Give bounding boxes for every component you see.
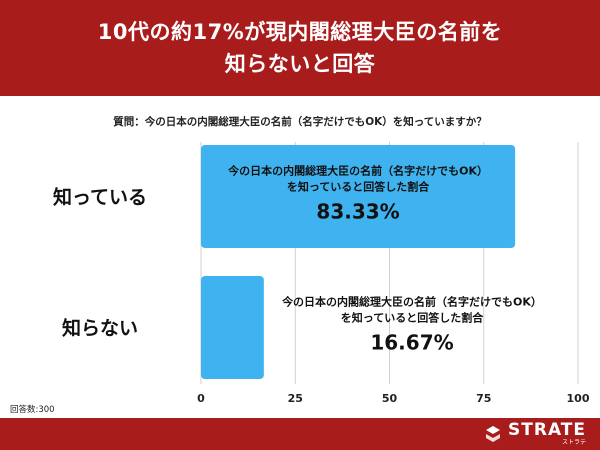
annotation-line: を知っていると回答した割合 [287, 180, 430, 194]
annotation-line: 今の日本の内閣総理大臣の名前（名字だけでもOK） [281, 295, 542, 309]
x-tick-label: 25 [288, 392, 303, 405]
strate-logo-icon [486, 426, 501, 442]
brand-subtitle: ストラテ [561, 439, 586, 446]
bar [201, 145, 516, 248]
x-tick-label: 75 [476, 392, 491, 405]
annotation-line: を知っていると回答した割合 [341, 311, 484, 325]
bar-chart: 0 25 50 75 100知っている今の日本の内閣総理大臣の名前（名字だけでもOK）を… [53, 142, 590, 405]
respondent-count: 回答数:300 [10, 405, 55, 415]
title-banner: 10代の約17%が現内閣総理大臣の名前を 知らないと回答 [0, 0, 600, 96]
x-tick-label: 100 [567, 392, 590, 405]
annotation-line: 今の日本の内閣総理大臣の名前（名字だけでもOK） [227, 164, 488, 178]
x-tick-label: 50 [382, 392, 398, 405]
category-label: 知っている [53, 186, 147, 209]
title-line-2: 知らないと回答 [224, 52, 376, 76]
strate-logo: STRATE ストラテ [483, 421, 586, 447]
value-label: 16.67% [370, 331, 453, 355]
title-line-1: 10代の約17%が現内閣総理大臣の名前を [97, 20, 503, 44]
footer-bar [0, 418, 600, 450]
bar [201, 276, 264, 379]
value-label: 83.33% [316, 200, 399, 224]
survey-question: 質問：今の日本の内閣総理大臣の名前（名字だけでもOK）を知っていますか？ [113, 116, 487, 128]
category-label: 知らない [62, 317, 138, 340]
x-tick-label: 0 [197, 392, 205, 405]
brand-name: STRATE [508, 420, 586, 440]
